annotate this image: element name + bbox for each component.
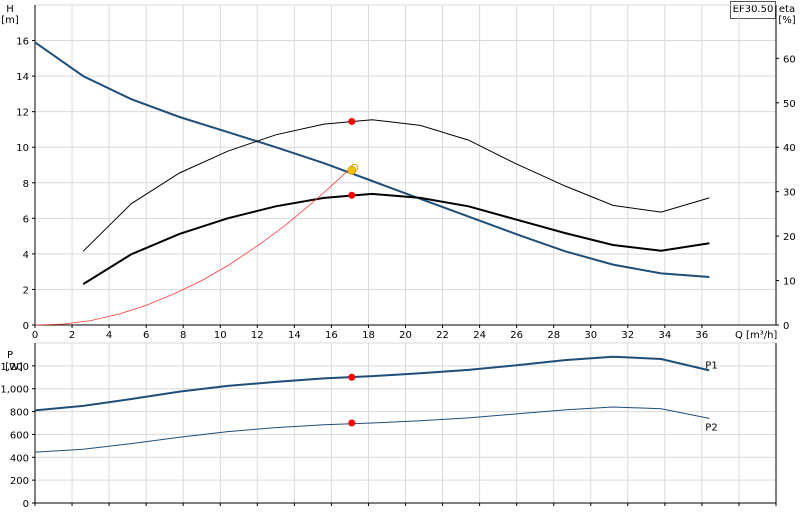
x-tick-label: 4 <box>106 330 112 341</box>
operating-point-head <box>347 165 357 175</box>
x-tick-label: 22 <box>436 330 449 341</box>
y-right-tick-label: 40 <box>783 143 796 154</box>
y-right-tick-label: 50 <box>783 99 796 110</box>
power-y-tick-label: 1,000 <box>0 385 29 396</box>
x-tick-label: 18 <box>362 330 375 341</box>
operating-point-eta2 <box>348 191 356 199</box>
x-axis-title: Q [m³/h] <box>735 330 777 341</box>
y-tick-label: 0 <box>23 321 29 332</box>
x-tick-label: 24 <box>473 330 486 341</box>
x-tick-label: 28 <box>547 330 560 341</box>
power-y-tick-label: 1,200 <box>0 362 29 373</box>
x-tick-label: 36 <box>696 330 709 341</box>
operating-point-power-1 <box>348 373 356 381</box>
power-y-tick-label: 800 <box>10 408 29 419</box>
x-tick-label: 0 <box>32 330 38 341</box>
x-tick-label: 2 <box>69 330 75 341</box>
power-y-tick-label: 0 <box>23 499 29 510</box>
series-label-p2: P2 <box>705 422 717 433</box>
head-curve <box>34 41 710 278</box>
y-axis-title: H <box>6 4 14 15</box>
power-y-tick-label: 400 <box>10 453 29 464</box>
efficiency-curve-thin <box>82 119 710 252</box>
y-tick-label: 14 <box>16 72 29 83</box>
operating-point-eta1 <box>348 117 356 125</box>
y-right-axis-unit: [%] <box>778 15 795 26</box>
power-y-tick-label: 600 <box>10 430 29 441</box>
power-curve-p1 <box>34 355 710 412</box>
y-tick-label: 2 <box>23 285 29 296</box>
x-tick-label: 32 <box>621 330 634 341</box>
y-axis-unit: [m] <box>1 15 19 26</box>
power-y-tick-label: 200 <box>10 476 29 487</box>
x-tick-label: 6 <box>143 330 149 341</box>
efficiency-curve-thick <box>82 192 710 285</box>
npsh-curve <box>34 164 354 326</box>
x-tick-label: 20 <box>399 330 412 341</box>
power-curve-p2 <box>34 406 710 453</box>
y-tick-label: 4 <box>23 250 29 261</box>
y-right-tick-label: 0 <box>783 321 789 332</box>
y-right-axis-title: eta <box>779 4 795 15</box>
power-axis-title: P <box>7 350 13 361</box>
y-right-tick-label: 30 <box>783 188 796 199</box>
y-tick-label: 6 <box>23 214 29 225</box>
x-tick-label: 26 <box>510 330 523 341</box>
x-tick-label: 30 <box>584 330 597 341</box>
y-tick-label: 12 <box>16 108 29 119</box>
x-tick-label: 14 <box>288 330 301 341</box>
y-right-tick-label: 20 <box>783 232 796 243</box>
operating-point-power-2 <box>348 419 356 427</box>
x-tick-label: 10 <box>214 330 227 341</box>
x-tick-label: 34 <box>658 330 671 341</box>
y-right-tick-label: 60 <box>783 54 796 65</box>
x-tick-label: 12 <box>251 330 264 341</box>
x-tick-label: 16 <box>325 330 338 341</box>
power-axis-unit: [W] <box>5 362 23 373</box>
x-tick-label: 8 <box>180 330 186 341</box>
series-label-p1: P1 <box>705 360 717 371</box>
y-tick-label: 10 <box>16 143 29 154</box>
y-tick-label: 16 <box>16 37 29 48</box>
y-right-tick-label: 10 <box>783 277 796 288</box>
y-tick-label: 8 <box>23 179 29 190</box>
